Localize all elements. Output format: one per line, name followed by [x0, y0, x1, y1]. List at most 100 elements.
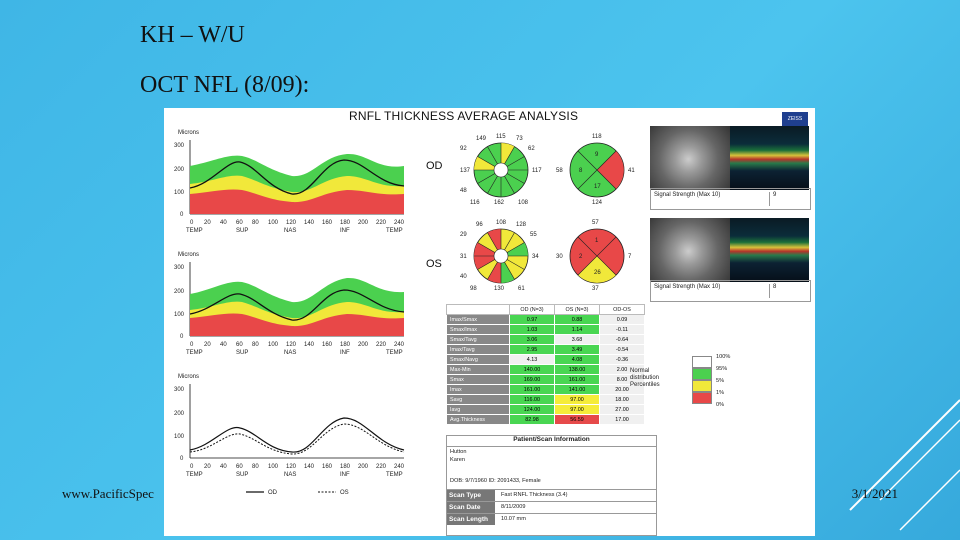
- od-clock-chart: 149 115 73 62 92 117 137 48 116 162 108: [460, 134, 542, 206]
- svg-text:TEMP: TEMP: [186, 350, 203, 356]
- svg-text:26: 26: [594, 270, 601, 276]
- svg-text:108: 108: [496, 220, 507, 226]
- svg-text:100: 100: [268, 342, 279, 348]
- svg-text:160: 160: [322, 464, 333, 470]
- svg-text:NAS: NAS: [284, 228, 296, 234]
- table-row: Max-Min 140.00 138.00 2.00: [446, 364, 645, 375]
- svg-text:200: 200: [358, 464, 369, 470]
- svg-text:31: 31: [460, 254, 467, 260]
- svg-text:180: 180: [340, 342, 351, 348]
- od-quadrant-chart: 118 58 41 124 9 8 17: [556, 134, 635, 206]
- table-row: Avg.Thickness 82.98 56.59 17.00: [446, 414, 645, 425]
- svg-text:120: 120: [286, 464, 297, 470]
- scan-type-row: Scan Type Fast RNFL Thickness (3.4): [447, 489, 656, 501]
- svg-text:20: 20: [204, 220, 211, 226]
- os-clock-chart: 96 108 128 29 55 31 34 40 98 130 61: [460, 220, 539, 292]
- svg-text:200: 200: [174, 167, 185, 173]
- patient-last-name: Hutton: [450, 449, 467, 455]
- oct-report: RNFL THICKNESS AVERAGE ANALYSIS ZEISS Mi…: [164, 108, 815, 536]
- svg-text:108: 108: [518, 200, 529, 206]
- svg-text:149: 149: [476, 136, 487, 142]
- svg-text:40: 40: [220, 220, 227, 226]
- slide-subtitle: OCT NFL (8/09):: [140, 72, 310, 98]
- svg-text:61: 61: [518, 286, 525, 292]
- table-row: Iavg 124.00 97.00 27.00: [446, 404, 645, 415]
- svg-text:60: 60: [236, 220, 243, 226]
- od-rnfl-graph: Microns 300 200 100 0 0 20 40 60 80 100 120 140 160…: [174, 130, 405, 234]
- svg-text:41: 41: [628, 168, 635, 174]
- svg-text:116: 116: [470, 200, 480, 206]
- svg-text:240: 240: [394, 220, 405, 226]
- footer-url: www.PacificSpec: [62, 486, 154, 501]
- svg-text:37: 37: [592, 286, 599, 292]
- svg-text:1: 1: [595, 238, 599, 244]
- svg-text:0: 0: [180, 456, 184, 462]
- svg-text:8: 8: [579, 168, 583, 174]
- svg-text:140: 140: [304, 342, 315, 348]
- svg-text:180: 180: [340, 220, 351, 226]
- table-row: Imax/Tavg 2.95 3.49 -0.54: [446, 344, 645, 355]
- svg-text:137: 137: [460, 168, 471, 174]
- x-regions: TEMP SUP NAS INF TEMP: [186, 228, 403, 234]
- svg-text:TEMP: TEMP: [386, 472, 403, 478]
- svg-text:120: 120: [286, 220, 297, 226]
- svg-text:55: 55: [530, 232, 537, 238]
- scan-length-row: Scan Length 10.07 mm: [447, 513, 656, 525]
- svg-text:117: 117: [532, 168, 542, 174]
- svg-text:TEMP: TEMP: [386, 350, 403, 356]
- svg-text:9: 9: [595, 152, 599, 158]
- svg-text:100: 100: [174, 434, 185, 440]
- svg-text:40: 40: [220, 342, 227, 348]
- od-label: OD: [426, 160, 443, 172]
- svg-text:62: 62: [528, 146, 535, 152]
- svg-text:140: 140: [304, 464, 315, 470]
- os-oct-scan-image: [730, 218, 809, 282]
- svg-text:180: 180: [340, 464, 351, 470]
- svg-text:48: 48: [460, 188, 467, 194]
- os-rnfl-graph: Microns 300 200 100 0 0 20 40 60 80 100 120 140 160…: [174, 252, 405, 356]
- y-ticks: 300 200 100 0: [174, 143, 185, 218]
- svg-text:240: 240: [394, 464, 405, 470]
- slide-title: KH – W/U: [140, 22, 245, 48]
- svg-text:200: 200: [174, 289, 185, 295]
- table-row: Imax/Smax 0.97 0.88 0.09: [446, 314, 645, 325]
- svg-text:2: 2: [579, 254, 583, 260]
- combined-rnfl-graph: Microns 300 200 100 0 0 20 40 60 80 100 120 140 160…: [174, 374, 405, 496]
- os-fundus-image: [650, 218, 730, 282]
- svg-text:80: 80: [252, 342, 259, 348]
- svg-text:INF: INF: [340, 350, 350, 356]
- graph-legend: OD OS: [246, 490, 349, 496]
- svg-text:NAS: NAS: [284, 472, 296, 478]
- zeiss-logo: ZEISS: [782, 112, 808, 126]
- svg-text:96: 96: [476, 222, 483, 228]
- svg-text:200: 200: [358, 220, 369, 226]
- svg-text:0: 0: [190, 342, 194, 348]
- svg-text:0: 0: [180, 334, 184, 340]
- svg-text:124: 124: [592, 200, 603, 206]
- svg-text:160: 160: [322, 220, 333, 226]
- svg-text:73: 73: [516, 136, 523, 142]
- svg-text:115: 115: [496, 134, 506, 140]
- table-row: Smax 169.00 161.00 8.00: [446, 374, 645, 385]
- svg-text:162: 162: [494, 200, 505, 206]
- svg-text:0: 0: [180, 212, 184, 218]
- svg-text:40: 40: [220, 464, 227, 470]
- percentile-legend: 100% 95% 5% 1% 0%: [692, 354, 730, 408]
- svg-text:40: 40: [460, 274, 467, 280]
- svg-text:220: 220: [376, 220, 387, 226]
- table-row: Savg 116.00 97.00 18.00: [446, 394, 645, 405]
- table-row: Smax/Imax 1.03 1.14 -0.11: [446, 324, 645, 335]
- svg-text:220: 220: [376, 464, 387, 470]
- svg-text:80: 80: [252, 220, 259, 226]
- svg-text:60: 60: [236, 464, 243, 470]
- svg-text:100: 100: [174, 190, 185, 196]
- rnfl-stats-table: OD (N=3) OS (N=3) OD-OS Imax/Smax 0.97 0.88 0…: [446, 304, 645, 425]
- svg-text:200: 200: [174, 411, 185, 417]
- svg-text:300: 300: [174, 387, 185, 393]
- svg-text:120: 120: [286, 342, 297, 348]
- patient-scan-info: Patient/Scan Information Hutton Karen DO…: [446, 435, 657, 536]
- svg-text:200: 200: [358, 342, 369, 348]
- svg-text:INF: INF: [340, 472, 350, 478]
- footer-date: 3/1/2021: [851, 486, 898, 501]
- svg-text:TEMP: TEMP: [186, 228, 203, 234]
